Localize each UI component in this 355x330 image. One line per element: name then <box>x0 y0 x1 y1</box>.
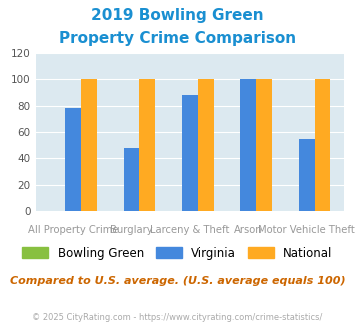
Text: Burglary: Burglary <box>110 225 153 235</box>
Text: Motor Vehicle Theft: Motor Vehicle Theft <box>258 225 355 235</box>
Text: All Property Crime: All Property Crime <box>28 225 119 235</box>
Text: Property Crime Comparison: Property Crime Comparison <box>59 31 296 46</box>
Text: Arson: Arson <box>234 225 263 235</box>
Bar <box>256 79 272 211</box>
Text: © 2025 CityRating.com - https://www.cityrating.com/crime-statistics/: © 2025 CityRating.com - https://www.city… <box>32 314 323 322</box>
Bar <box>198 79 214 211</box>
Bar <box>182 95 198 211</box>
Bar <box>124 148 140 211</box>
Text: Compared to U.S. average. (U.S. average equals 100): Compared to U.S. average. (U.S. average … <box>10 276 345 285</box>
Bar <box>65 108 81 211</box>
Text: 2019 Bowling Green: 2019 Bowling Green <box>91 8 264 23</box>
Bar <box>315 79 330 211</box>
Text: Larceny & Theft: Larceny & Theft <box>150 225 230 235</box>
Bar <box>299 139 315 211</box>
Bar <box>140 79 155 211</box>
Legend: Bowling Green, Virginia, National: Bowling Green, Virginia, National <box>18 242 337 264</box>
Bar <box>81 79 97 211</box>
Bar <box>240 79 256 211</box>
